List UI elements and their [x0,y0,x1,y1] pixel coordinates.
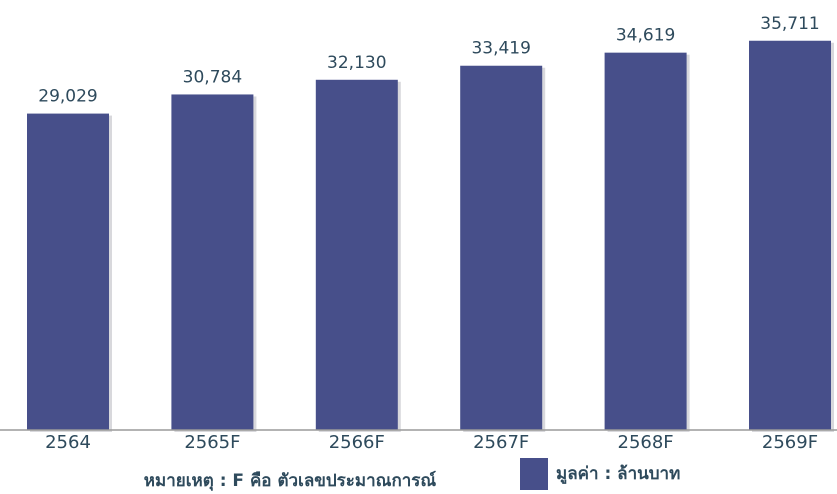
x-tick-label: 2567F [473,432,529,453]
note: หมายเหตุ : F คือ ตัวเลขประมาณการณ์ [144,470,437,491]
x-tick-label: 2568F [618,432,674,453]
value-label: 33,419 [471,39,530,59]
bar [604,52,687,431]
value-label: 30,784 [183,67,242,87]
bar [460,65,543,430]
bar [749,40,831,431]
legend-label: มูลค่า : ล้านบาท [556,464,680,485]
value-label: 34,619 [616,26,675,46]
x-tick-label: 2569F [762,432,818,453]
legend-swatch [520,458,548,490]
x-tick-label: 2564 [45,432,91,453]
bar [315,79,398,431]
x-tick-label: 2566F [329,432,385,453]
bar [171,94,254,430]
x-tick-label: 2565F [184,432,240,453]
value-label: 32,130 [327,53,386,73]
value-label: 29,029 [38,87,97,107]
value-label: 35,711 [760,14,819,34]
bar [27,113,109,431]
